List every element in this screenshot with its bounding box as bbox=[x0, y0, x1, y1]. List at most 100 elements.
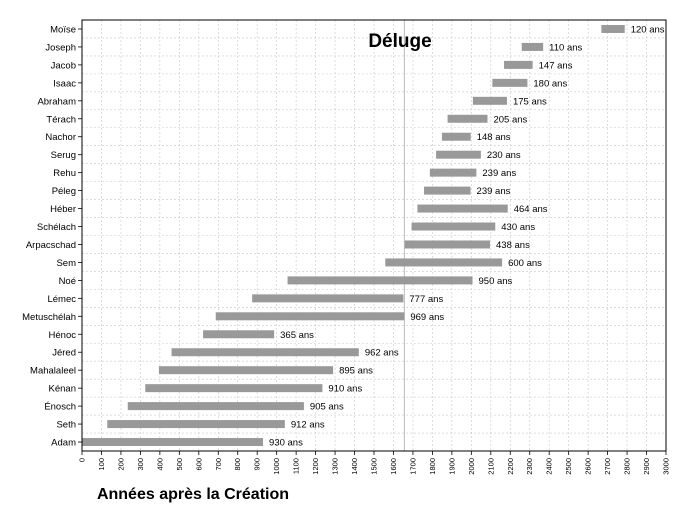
value-label: 120 ans bbox=[631, 24, 665, 35]
category-label: Térach bbox=[46, 114, 76, 125]
value-label: 905 ans bbox=[310, 402, 344, 413]
x-tick-label: 900 bbox=[253, 458, 262, 471]
x-tick-label: 1600 bbox=[389, 458, 398, 475]
x-tick-label: 3000 bbox=[662, 458, 671, 475]
value-label: 910 ans bbox=[328, 384, 362, 395]
category-label: Jéred bbox=[52, 348, 76, 359]
x-tick-label: 2100 bbox=[486, 458, 495, 475]
bar bbox=[215, 312, 405, 321]
category-label: Péleg bbox=[52, 186, 76, 197]
x-tick-label: 2900 bbox=[642, 458, 651, 475]
category-label: Arpacschad bbox=[26, 240, 76, 251]
category-label: Joseph bbox=[45, 42, 76, 53]
x-tick-label: 2400 bbox=[545, 458, 554, 475]
bar bbox=[252, 294, 404, 303]
value-label: 962 ans bbox=[365, 348, 399, 359]
value-label: 147 ans bbox=[539, 60, 573, 71]
x-tick-label: 1000 bbox=[272, 458, 281, 475]
bar bbox=[447, 114, 488, 123]
category-label: Hénoc bbox=[49, 330, 77, 341]
value-label: 930 ans bbox=[269, 438, 303, 449]
x-tick-label: 0 bbox=[78, 458, 87, 462]
x-tick-label: 1100 bbox=[292, 458, 301, 474]
x-tick-label: 200 bbox=[116, 458, 125, 471]
bar bbox=[601, 24, 625, 33]
x-tick-label: 100 bbox=[97, 458, 106, 471]
bar bbox=[429, 168, 477, 177]
value-label: 148 ans bbox=[477, 132, 511, 143]
category-label: Abraham bbox=[37, 96, 76, 107]
category-label: Serug bbox=[51, 150, 76, 161]
bar bbox=[504, 60, 533, 69]
bar bbox=[158, 366, 334, 375]
bar bbox=[424, 186, 471, 195]
bar bbox=[127, 402, 304, 411]
category-label: Seth bbox=[56, 420, 76, 431]
bar bbox=[417, 204, 508, 213]
x-tick-label: 1200 bbox=[311, 458, 320, 475]
chart-title: Déluge bbox=[368, 31, 431, 52]
x-tick-label: 800 bbox=[233, 458, 242, 471]
bar bbox=[472, 96, 507, 105]
bar bbox=[171, 348, 359, 357]
category-label: Sem bbox=[56, 258, 76, 269]
bar bbox=[411, 222, 496, 231]
category-label: Noé bbox=[59, 276, 76, 287]
bars bbox=[82, 24, 625, 447]
x-tick-label: 2300 bbox=[525, 458, 534, 475]
x-tick-label: 2200 bbox=[506, 458, 515, 475]
bar bbox=[107, 420, 285, 429]
bar bbox=[287, 276, 473, 285]
x-tick-label: 1500 bbox=[370, 458, 379, 475]
category-label: Rehu bbox=[53, 168, 76, 179]
bar bbox=[203, 330, 275, 339]
category-label: Metuschélah bbox=[22, 312, 76, 323]
value-label: 230 ans bbox=[487, 150, 521, 161]
bar bbox=[145, 384, 323, 393]
bar bbox=[385, 258, 503, 267]
x-tick-label: 500 bbox=[175, 458, 184, 471]
bar bbox=[436, 150, 481, 159]
category-label: Énosch bbox=[44, 402, 76, 413]
value-label: 464 ans bbox=[514, 204, 548, 215]
x-tick-label: 1700 bbox=[408, 458, 417, 475]
x-tick-label: 2600 bbox=[584, 458, 593, 475]
bar bbox=[521, 42, 544, 51]
value-label: 180 ans bbox=[533, 78, 567, 89]
x-axis-label: Années après la Création bbox=[97, 486, 289, 503]
value-label: 895 ans bbox=[339, 366, 373, 377]
x-tick-label: 2800 bbox=[623, 458, 632, 475]
x-tick-label: 300 bbox=[136, 458, 145, 471]
category-label: Moïse bbox=[50, 24, 76, 35]
x-tick-label: 1800 bbox=[428, 458, 437, 475]
category-label: Adam bbox=[51, 438, 76, 449]
category-labels: Adam Seth Énosch Kénan Mahalaleel Jéred Hénoc M… bbox=[22, 24, 82, 449]
x-tick-label: 2500 bbox=[564, 458, 573, 475]
plot-frame bbox=[81, 19, 667, 452]
x-tick-label: 700 bbox=[214, 458, 223, 471]
value-label: 430 ans bbox=[501, 222, 535, 233]
x-tick-label: 400 bbox=[155, 458, 164, 471]
bar bbox=[441, 132, 471, 141]
category-label: Kénan bbox=[49, 384, 76, 395]
value-label: 365 ans bbox=[280, 330, 314, 341]
value-label: 175 ans bbox=[513, 96, 547, 107]
bar bbox=[82, 438, 264, 447]
category-label: Isaac bbox=[53, 78, 76, 89]
category-label: Lémec bbox=[47, 294, 76, 305]
bar bbox=[492, 78, 528, 87]
value-label: 600 ans bbox=[508, 258, 542, 269]
value-label: 969 ans bbox=[410, 312, 444, 323]
value-label: 205 ans bbox=[493, 114, 527, 125]
category-label: Héber bbox=[50, 204, 76, 215]
value-labels: 930 ans 912 ans 905 ans 910 ans 895 ans 962 a… bbox=[269, 24, 665, 448]
value-label: 239 ans bbox=[477, 186, 511, 197]
value-label: 438 ans bbox=[496, 240, 530, 251]
x-tick-label: 600 bbox=[194, 458, 203, 471]
x-tick-label: 1900 bbox=[447, 458, 456, 475]
value-label: 239 ans bbox=[482, 168, 516, 179]
x-tick-label: 2000 bbox=[467, 458, 476, 475]
value-label: 110 ans bbox=[549, 42, 582, 53]
x-tick-label: 1300 bbox=[331, 458, 340, 475]
